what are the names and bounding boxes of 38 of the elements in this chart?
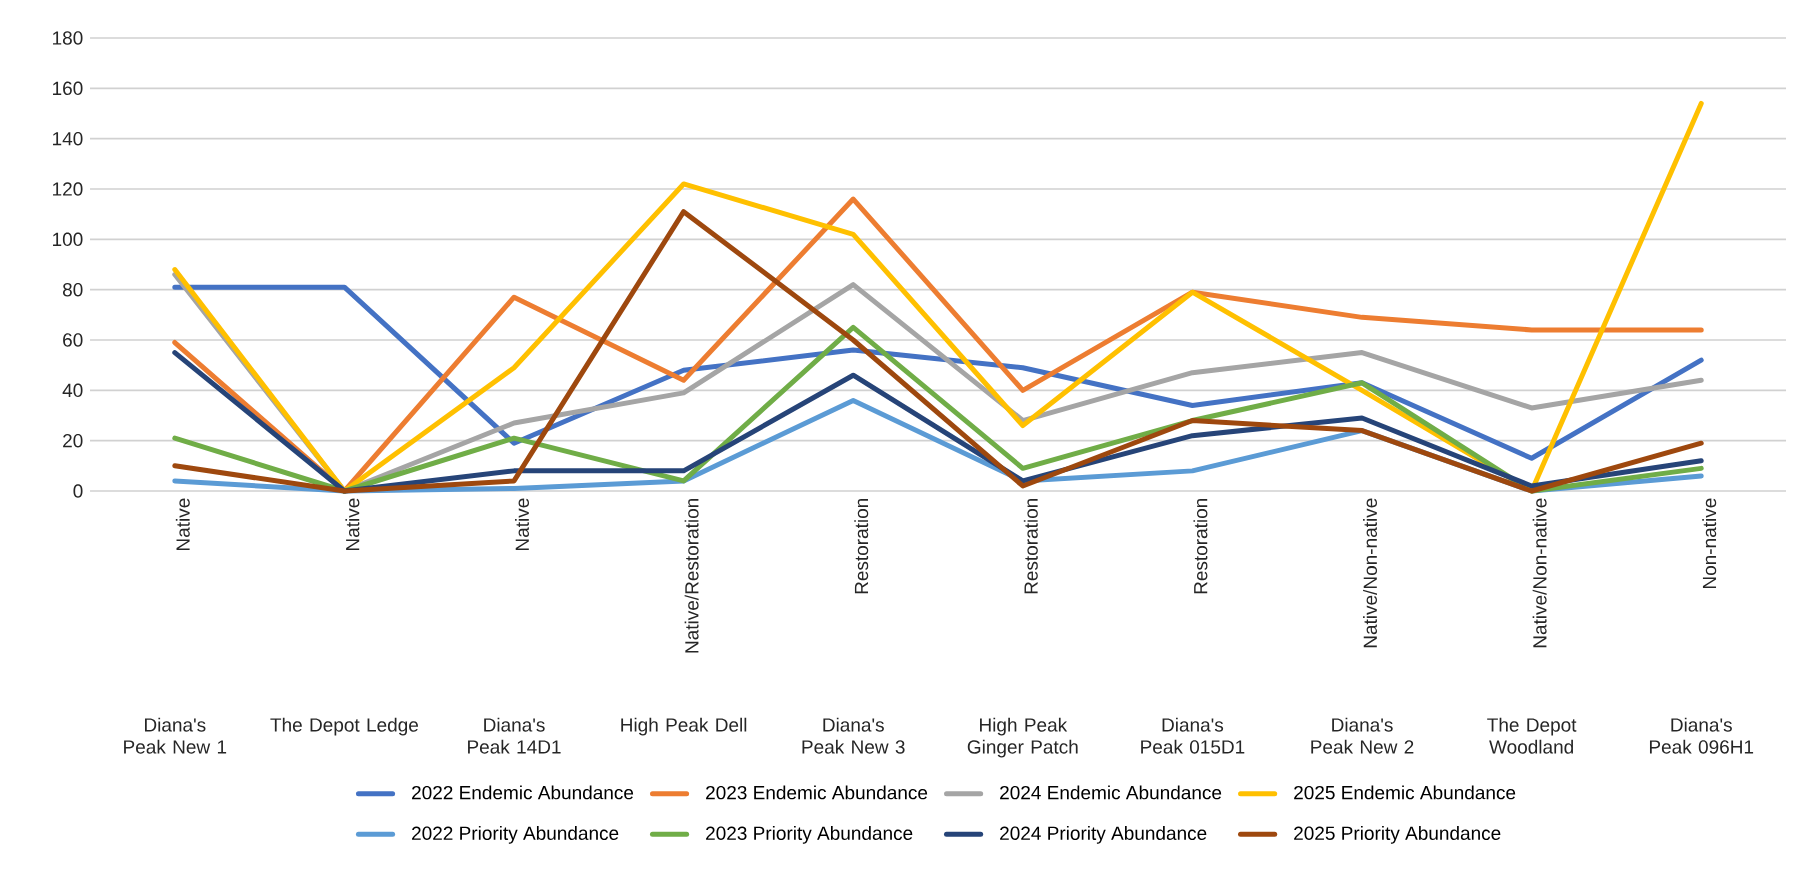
x-tick-label: Restoration: [1023, 498, 1038, 594]
y-tick-label: 80: [62, 282, 83, 297]
text: Diana's Peak 14D1: [468, 717, 561, 754]
legend-label: 2022 Endemic Abundance: [412, 785, 634, 800]
legend-label: 2024 Endemic Abundance: [1000, 785, 1222, 800]
y-tick-label: 140: [53, 131, 83, 146]
x-tick-label: Native/Restoration: [684, 498, 699, 653]
text: Diana's Peak 096H1: [1649, 717, 1754, 754]
text: Diana's Peak New 2: [1311, 717, 1414, 754]
x-tick-label: Native: [515, 498, 529, 551]
legend-label: 2023 Priority Abundance: [706, 826, 913, 844]
text: The Depot Woodland: [1487, 717, 1577, 754]
y-tick-label: 180: [53, 31, 83, 45]
x-tick-label: Native/Non-native: [1532, 498, 1547, 648]
legend-label: 2025 Endemic Abundance: [1294, 785, 1516, 800]
legend-label: 2025 Priority Abundance: [1294, 826, 1501, 844]
y-tick-label: 40: [62, 383, 83, 398]
y-tick-label: 60: [63, 333, 83, 347]
y-tick-label: 100: [53, 232, 83, 247]
x-tick-label: Native/Non-native: [1363, 498, 1378, 648]
text: Diana's Peak New 3: [802, 717, 905, 754]
text: Diana's Peak 015D1: [1141, 717, 1245, 754]
text: Diana's Peak New 1: [124, 717, 227, 754]
text: The Depot Ledge: [270, 717, 419, 736]
x-tick-label: Native: [175, 498, 190, 551]
x-tick-label: Restoration: [854, 498, 869, 594]
y-tick-label: 160: [53, 81, 83, 96]
y-tick-label: 0: [73, 484, 83, 498]
legend-label: 2022 Priority Abundance: [412, 826, 619, 844]
legend-label: 2024 Priority Abundance: [1000, 826, 1207, 844]
y-tick-label: 120: [53, 182, 83, 196]
legend-label: 2023 Endemic Abundance: [706, 785, 928, 800]
text: High Peak Ginger Patch: [967, 717, 1078, 758]
x-tick-label: Non-native: [1702, 498, 1717, 589]
text: High Peak Dell: [621, 717, 747, 736]
x-tick-label: Native: [345, 498, 360, 551]
y-tick-label: 20: [63, 433, 83, 448]
x-tick-label: Restoration: [1193, 498, 1208, 594]
